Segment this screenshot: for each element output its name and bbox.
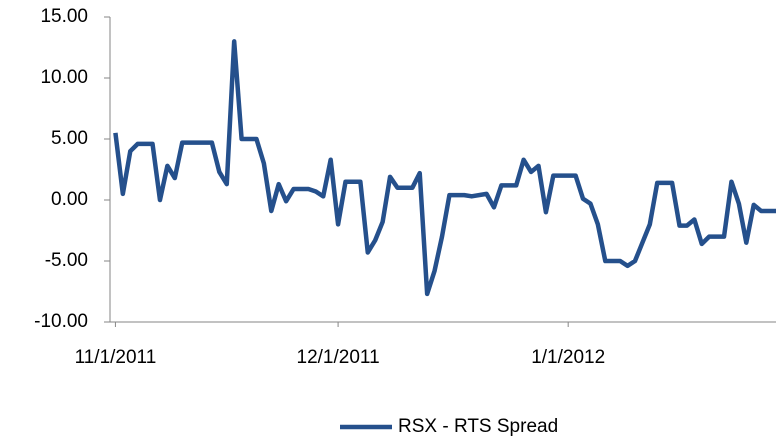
- y-tick-label: -5.00: [45, 250, 88, 271]
- y-tick-label: 0.00: [51, 189, 88, 210]
- y-tick-label: 5.00: [51, 128, 88, 149]
- y-tick-label: 10.00: [40, 67, 88, 88]
- x-tick-label: 1/1/2012: [531, 347, 605, 368]
- data-line: [113, 39, 776, 297]
- y-tick-label: 15.00: [40, 6, 88, 27]
- x-tick-label: 12/1/2011: [297, 347, 380, 368]
- x-tick-label: 11/1/2011: [75, 347, 157, 368]
- legend-label: RSX - RTS Spread: [398, 416, 558, 437]
- y-tick-label: -10.00: [34, 311, 88, 332]
